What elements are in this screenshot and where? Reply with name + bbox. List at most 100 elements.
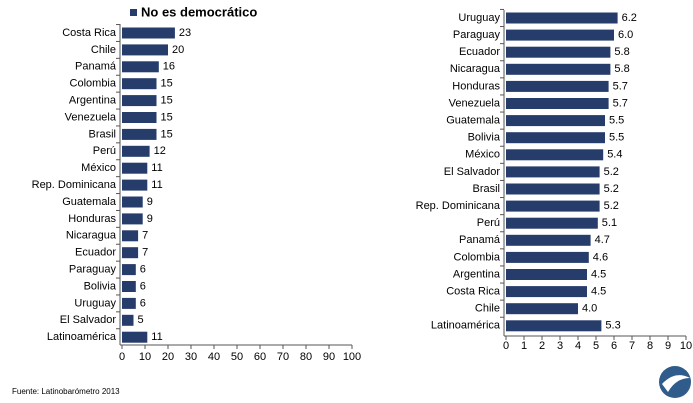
x-tick-label: 3 [557,340,563,352]
category-label: Uruguay [458,12,500,24]
bar [506,46,611,58]
data-label: 5.7 [613,80,628,92]
bar [122,179,148,191]
x-tick-label: 30 [185,351,197,363]
category-label: Bolivia [468,132,501,144]
x-tick-label: 10 [139,351,151,363]
legend-label: No es democrático [141,4,257,19]
data-label: 11 [151,179,162,191]
category-label: Nicaragua [66,230,117,242]
data-label: 5.4 [607,149,622,161]
data-label: 7 [142,230,148,242]
bar [506,80,609,92]
data-label: 23 [179,27,191,39]
data-label: 5 [138,314,144,326]
category-label: Venezuela [449,97,501,109]
bar [506,234,591,246]
source-note: Fuente: Latinobarómetro 2013 [12,387,120,396]
data-label: 15 [161,95,173,107]
category-label: Colombia [70,78,117,90]
data-label: 4.5 [591,286,606,298]
x-tick-label: 5 [593,340,599,352]
category-label: Guatemala [446,115,501,127]
x-tick-label: 0 [119,351,125,363]
data-label: 11 [151,331,162,343]
category-label: Costa Rica [62,27,117,39]
bar [122,44,168,56]
bar [122,230,139,242]
bar [122,247,139,259]
data-label: 9 [147,213,153,225]
data-label: 5.8 [614,46,629,58]
bar [122,264,136,276]
category-label: Guatemala [62,196,117,208]
category-label: Honduras [452,80,500,92]
bar [506,251,589,263]
category-label: Uruguay [74,297,116,309]
category-label: Rep. Dominicana [416,200,501,212]
category-label: Ecuador [75,247,116,259]
bar [506,320,602,332]
x-tick-label: 7 [629,340,635,352]
data-label: 5.3 [605,320,620,332]
data-label: 6.0 [618,29,633,41]
category-label: Bolivia [84,280,117,292]
data-label: 15 [161,78,173,90]
bar [122,145,150,157]
bar [506,183,600,195]
x-tick-label: 6 [611,340,617,352]
x-tick-label: 90 [323,351,335,363]
bar [122,95,157,107]
bar [122,331,148,343]
x-tick-label: 40 [208,351,220,363]
data-label: 16 [163,61,175,73]
data-label: 20 [172,44,184,56]
bar [122,281,136,292]
bar [122,314,134,326]
data-label: 5.5 [609,115,624,127]
category-label: Perú [477,217,500,229]
bar [506,200,600,212]
category-label: Argentina [453,268,501,280]
data-label: 4.0 [582,303,597,315]
bar [122,61,159,73]
x-tick-label: 4 [575,340,581,352]
bar [506,269,587,280]
logo [659,366,691,398]
category-label: Chile [475,303,500,315]
category-label: Brasil [472,183,500,195]
data-label: 5.2 [604,200,619,212]
x-tick-label: 20 [162,351,174,363]
x-tick-label: 60 [254,351,266,363]
category-label: Brasil [88,128,116,140]
data-label: 6 [140,264,146,276]
x-tick-label: 80 [300,351,312,363]
category-label: Argentina [69,95,117,107]
data-label: 11 [151,162,162,174]
bar [122,128,157,140]
bar [122,27,175,39]
data-label: 15 [161,128,173,140]
x-tick-label: 100 [343,351,361,363]
category-label: Panamá [459,234,501,246]
bar [122,213,143,225]
category-label: México [465,149,500,161]
category-label: México [81,162,116,174]
bar [506,166,600,178]
data-label: 5.8 [614,63,629,75]
data-label: 12 [154,145,166,157]
x-tick-label: 50 [231,351,243,363]
x-tick-label: 0 [503,340,509,352]
category-label: Latinoamérica [431,320,501,332]
x-tick-label: 70 [277,351,289,363]
data-label: 15 [161,111,173,123]
data-label: 5.7 [613,97,628,109]
bar [506,115,605,127]
category-label: Rep. Dominicana [32,179,117,191]
category-label: Chile [91,44,116,56]
data-label: 9 [147,196,153,208]
bar [506,149,604,161]
bar [122,196,143,208]
data-label: 6 [140,280,146,292]
